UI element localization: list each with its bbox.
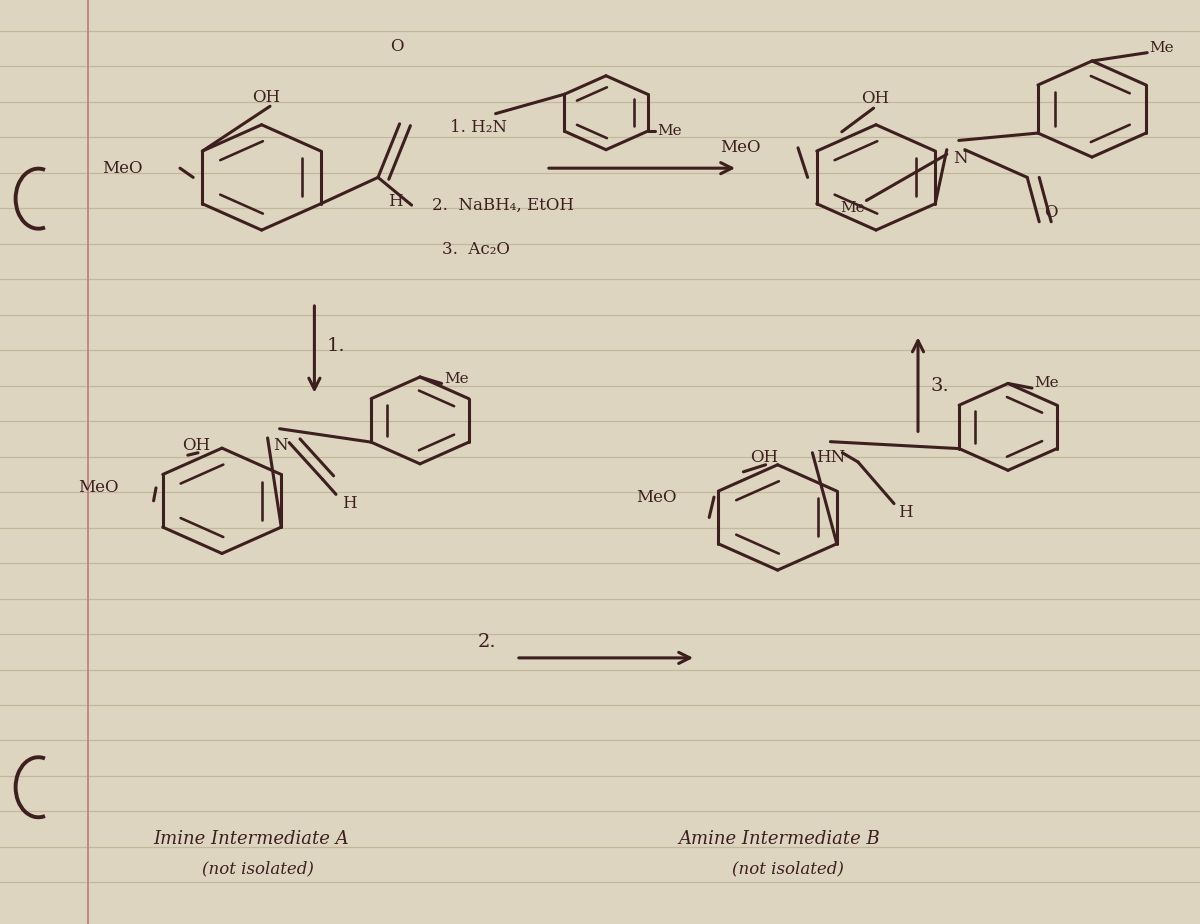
Text: MeO: MeO [720,140,761,156]
Text: OH: OH [182,437,210,454]
Text: H: H [898,505,912,521]
Text: Imine Intermediate A: Imine Intermediate A [154,830,349,848]
Text: Me: Me [658,124,683,139]
Text: HN: HN [816,449,845,466]
Text: 2.: 2. [478,633,497,651]
Text: 3.  Ac₂O: 3. Ac₂O [442,241,510,258]
Text: 3.: 3. [930,377,949,395]
Text: H: H [342,495,356,512]
Text: Amine Intermediate B: Amine Intermediate B [678,830,880,848]
Text: (not isolated): (not isolated) [202,860,313,877]
Text: MeO: MeO [636,489,677,505]
Text: OH: OH [750,449,778,466]
Text: O: O [1044,204,1057,221]
Text: MeO: MeO [102,160,143,176]
Text: 2.  NaBH₄, EtOH: 2. NaBH₄, EtOH [432,197,574,213]
Text: O: O [390,38,403,55]
Text: N: N [953,151,967,167]
Text: MeO: MeO [78,480,119,496]
Text: OH: OH [862,91,889,107]
Text: 1.: 1. [326,336,346,355]
Text: Me: Me [444,371,469,386]
Text: 1. H₂N: 1. H₂N [450,119,508,136]
Text: OH: OH [252,89,280,105]
Text: Me: Me [1150,41,1175,55]
Text: Me: Me [840,201,865,215]
Text: N: N [274,437,288,454]
Text: (not isolated): (not isolated) [732,860,844,877]
Text: H: H [388,193,402,210]
Text: Me: Me [1034,376,1060,391]
